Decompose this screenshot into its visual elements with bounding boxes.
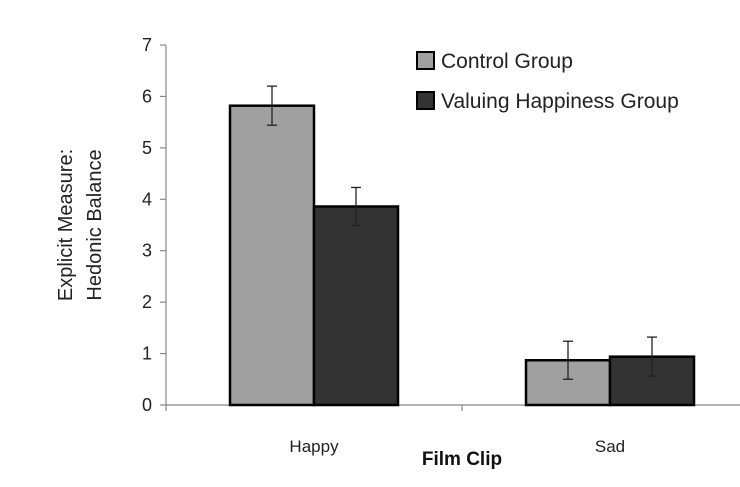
y-tick-label: 1: [142, 344, 152, 364]
y-tick-label: 5: [142, 138, 152, 158]
x-category-label: Sad: [595, 437, 625, 456]
bar-valuing-happy: [312, 205, 400, 407]
error-bars: [267, 85, 657, 380]
legend-label: Control Group: [441, 50, 573, 73]
legend-swatch: [416, 51, 435, 70]
y-axis-title-line-2: Hedonic Balance: [84, 149, 106, 300]
y-axis-title-line-1: Explicit Measure:: [55, 149, 77, 301]
bar-control-happy: [228, 104, 316, 407]
x-axis-title: Film Clip: [422, 449, 502, 470]
bars: [228, 104, 696, 407]
y-axis: 0 1 2 3 4 5 6 7: [142, 35, 167, 415]
y-tick-label: 4: [142, 189, 152, 209]
y-tick-label: 6: [142, 86, 152, 106]
x-category-label: Happy: [289, 437, 339, 456]
y-tick-label: 3: [142, 241, 152, 261]
y-tick-label: 0: [142, 395, 152, 415]
legend-swatch: [416, 91, 435, 110]
y-tick-label: 2: [142, 292, 152, 312]
y-tick-label: 7: [142, 35, 152, 55]
legend: Control Group Valuing Happiness Group: [416, 50, 679, 113]
legend-label: Valuing Happiness Group: [441, 90, 679, 113]
